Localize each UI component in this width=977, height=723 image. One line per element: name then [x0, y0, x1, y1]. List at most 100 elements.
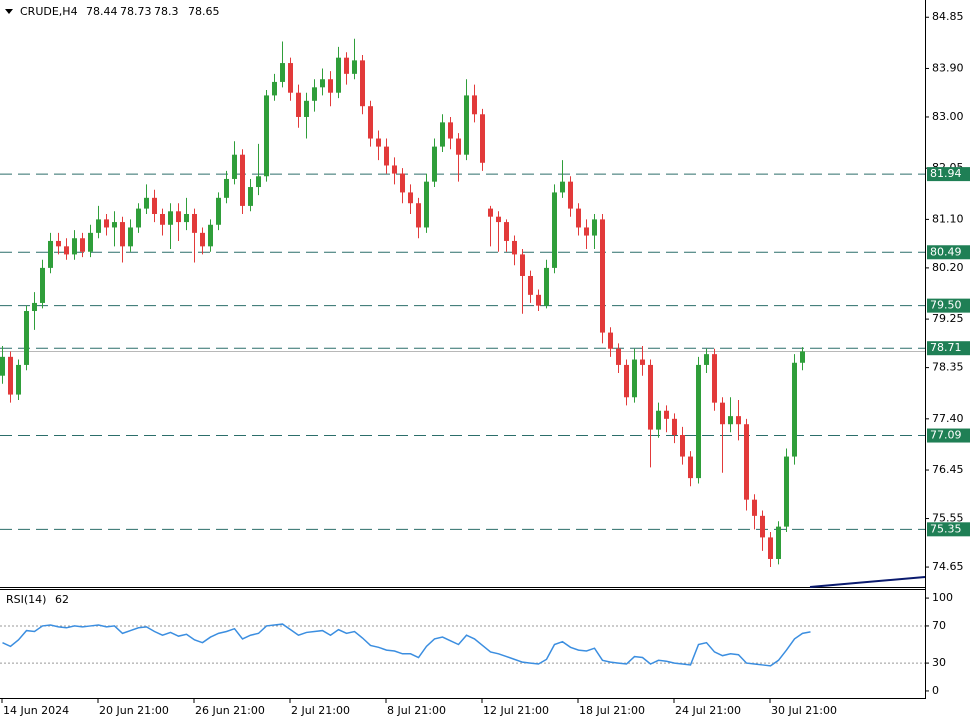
candle-body [88, 232, 93, 252]
x-tick-label: 24 Jul 21:00 [675, 704, 741, 717]
level-tag [927, 522, 970, 537]
candle-body [368, 106, 373, 139]
candle-body [720, 402, 725, 425]
candle-body [8, 356, 13, 395]
candle-body [592, 219, 597, 236]
level-label: 77.09 [930, 429, 962, 442]
ohlc-high: 78.73 [120, 5, 152, 18]
level-label: 81.94 [930, 167, 962, 180]
candle-body [280, 63, 285, 82]
candle-body [688, 456, 693, 479]
candle-body [200, 232, 205, 247]
candle-body [408, 192, 413, 204]
candle-body [288, 63, 293, 93]
candle-body [40, 267, 45, 303]
candle-body [136, 208, 141, 228]
candle-body [560, 181, 565, 193]
candle-body [768, 537, 773, 559]
candle-body [264, 95, 269, 177]
candle-body [328, 79, 333, 93]
candle-body [448, 122, 453, 139]
candle-body [256, 176, 261, 188]
candle-body [696, 364, 701, 479]
candle-body [576, 208, 581, 228]
x-tick-label: 14 Jun 2024 [3, 704, 69, 717]
candle-body [208, 224, 213, 247]
candle-body [48, 240, 53, 268]
candle-body [432, 146, 437, 182]
level-tag [927, 428, 970, 443]
ohlc-low: 78.3 [154, 5, 179, 18]
candle-body [792, 362, 797, 457]
rsi-title: RSI(14) [6, 593, 46, 606]
level-tag [927, 245, 970, 260]
y-tick-label: 0 [932, 684, 939, 697]
candle-body [544, 267, 549, 306]
candle-body [640, 359, 645, 365]
y-tick-label: 70 [932, 619, 946, 632]
candle-body [336, 57, 341, 93]
candle-body [496, 216, 501, 223]
candle-body [72, 238, 77, 255]
candle-body [248, 187, 253, 206]
candle-body [376, 138, 381, 147]
x-tick-label: 18 Jul 21:00 [579, 704, 645, 717]
candle-body [296, 92, 301, 117]
candle-body [352, 60, 357, 74]
candle-body [776, 526, 781, 559]
candle-body [176, 211, 181, 223]
candle-body [0, 356, 5, 376]
candle-body [360, 60, 365, 107]
candle-body [600, 219, 605, 333]
level-label: 80.49 [930, 245, 962, 258]
y-tick-label: 80.20 [932, 261, 964, 274]
candle-body [104, 219, 109, 228]
candle-body [24, 311, 29, 365]
candle-body [632, 359, 637, 398]
trend-line [809, 576, 926, 588]
y-tick-label: 81.10 [932, 212, 964, 225]
candle-body [520, 254, 525, 276]
candle-body [664, 410, 669, 419]
candle-body [224, 178, 229, 198]
candle-body [192, 213, 197, 233]
candle-body [80, 238, 85, 252]
candle-body [128, 227, 133, 247]
candle-body [144, 197, 149, 209]
candle-body [456, 138, 461, 155]
level-tag [927, 167, 970, 182]
candle-body [672, 418, 677, 435]
candle-body [64, 246, 69, 255]
x-tick-label: 26 Jun 21:00 [195, 704, 265, 717]
candle-body [744, 424, 749, 500]
y-tick-label: 84.85 [932, 10, 964, 23]
candle-body [56, 240, 61, 247]
candle-body [312, 87, 317, 101]
x-tick-label: 30 Jul 21:00 [771, 704, 837, 717]
y-tick-label: 74.65 [932, 560, 964, 573]
candle-body [184, 213, 189, 223]
candle-body [528, 275, 533, 295]
candle-body [112, 222, 117, 228]
candle-body [480, 114, 485, 163]
candle-body [272, 81, 277, 96]
candle-body [504, 222, 509, 241]
candle-body [680, 434, 685, 457]
candle-body [728, 416, 733, 425]
candle-body [752, 499, 757, 516]
candle-body [160, 213, 165, 225]
ohlc-close: 78.65 [188, 5, 220, 18]
candle-body [584, 227, 589, 236]
y-tick-label: 79.25 [932, 312, 964, 325]
x-tick-label: 8 Jul 21:00 [387, 704, 446, 717]
candle-body [608, 332, 613, 349]
ohlc-open: 78.44 [86, 5, 118, 18]
candle-body [624, 364, 629, 398]
level-label: 78.71 [930, 341, 962, 354]
menu-arrow [5, 9, 13, 14]
candle-body [400, 173, 405, 193]
y-tick-label: 100 [932, 591, 953, 604]
candle-body [712, 354, 717, 403]
